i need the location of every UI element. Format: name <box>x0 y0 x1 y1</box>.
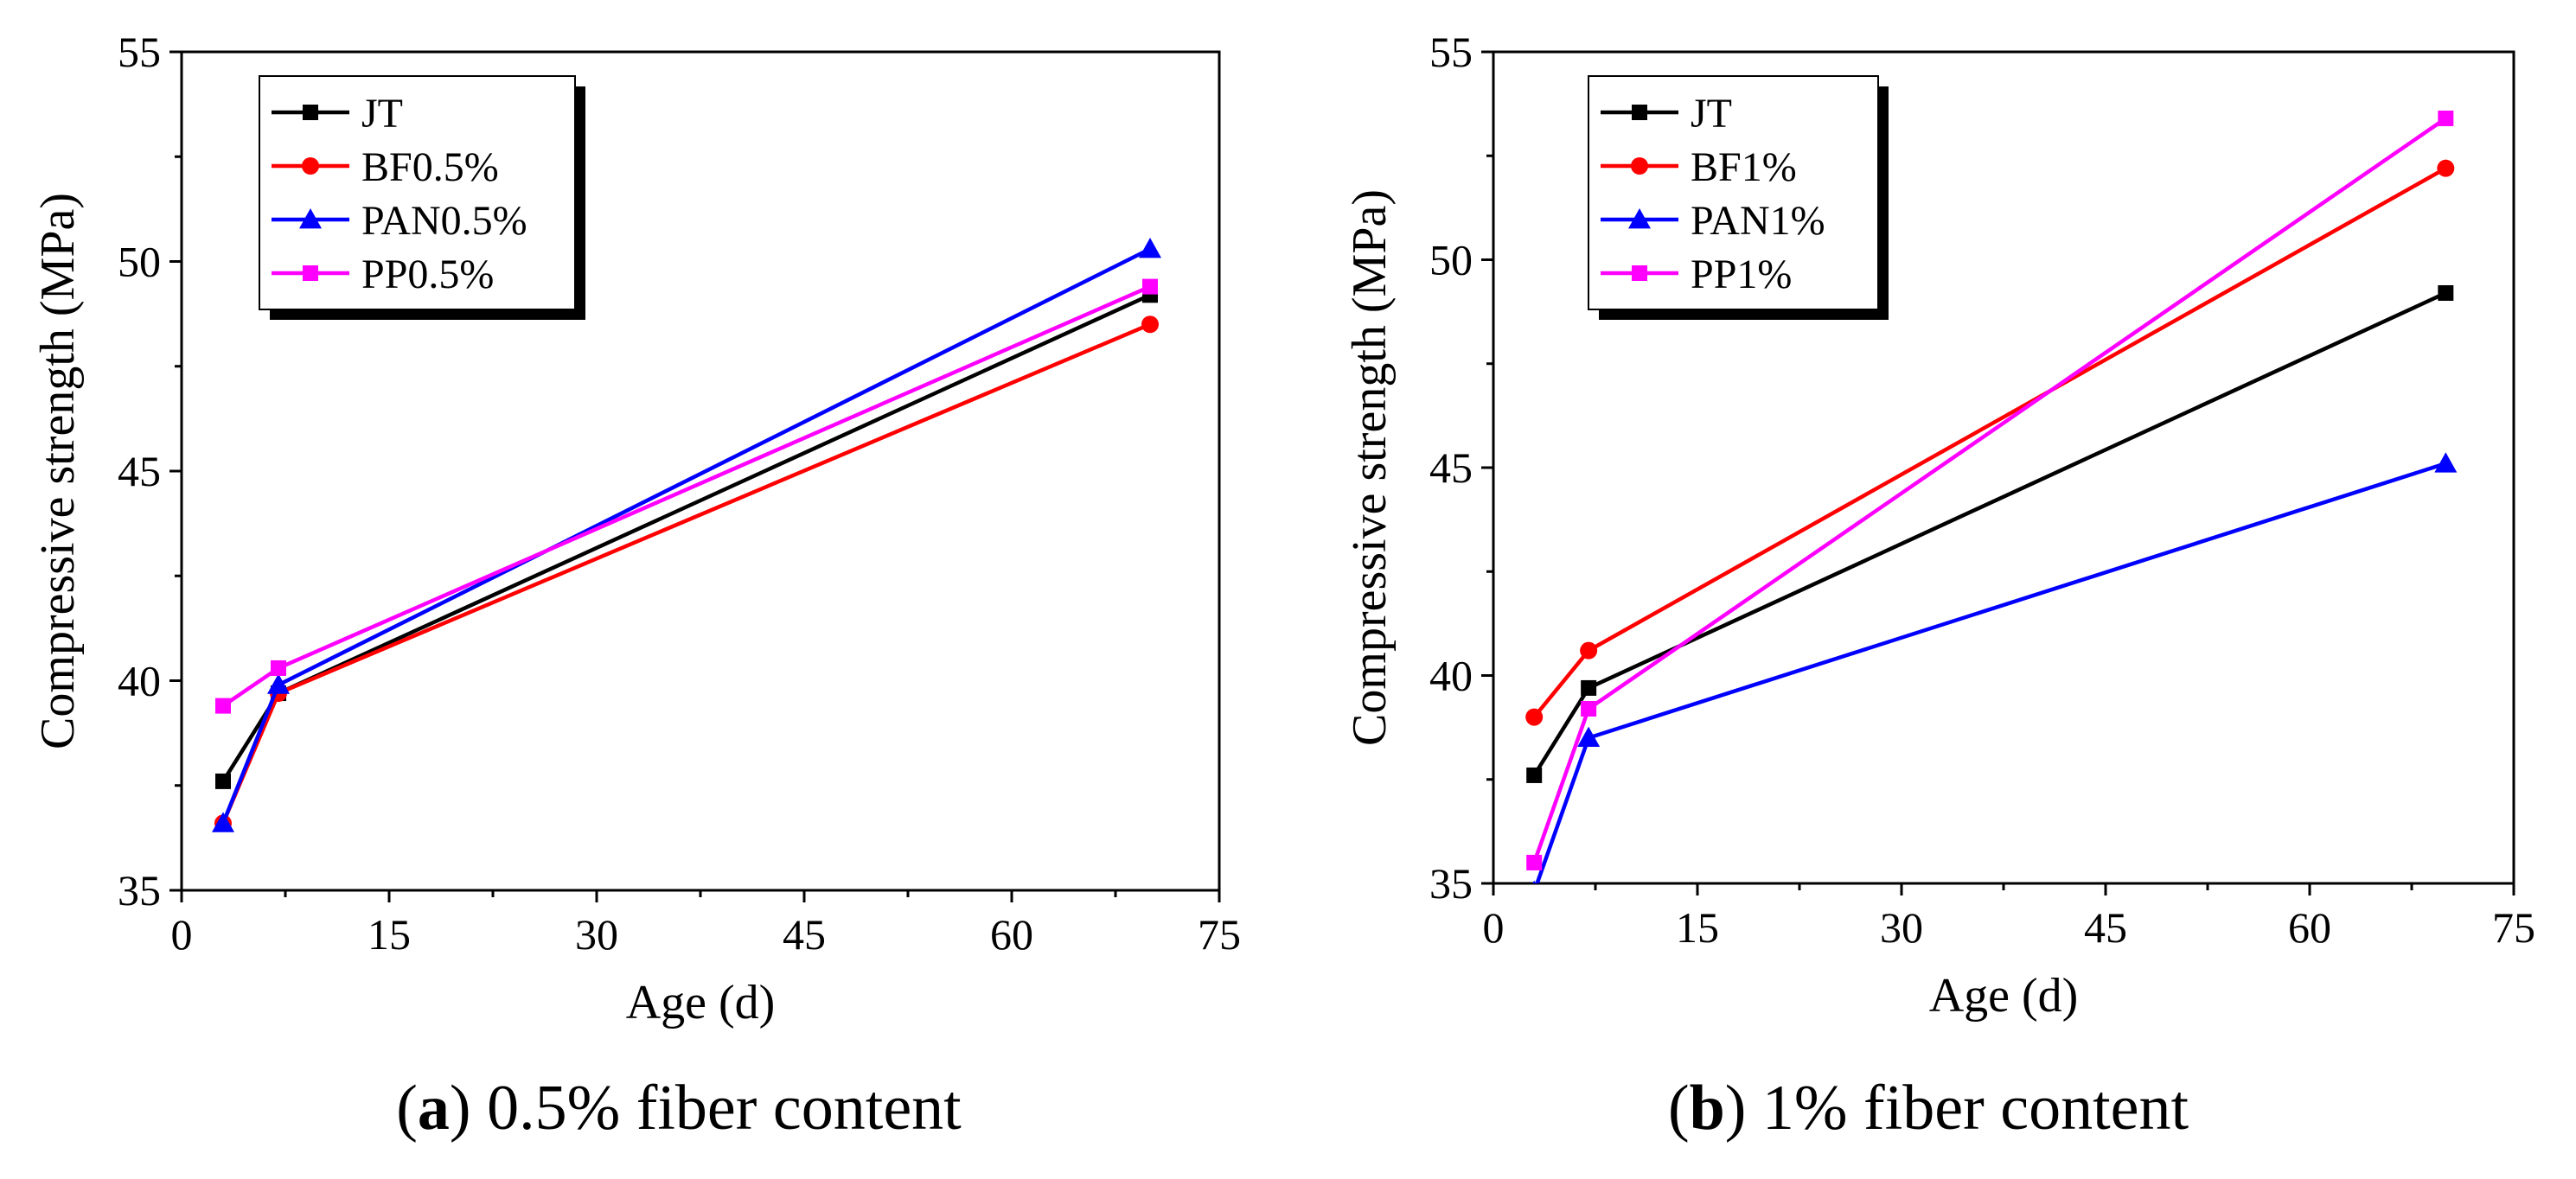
series-line-b-2 <box>1535 462 2447 883</box>
legend-marker-a-0 <box>303 105 318 120</box>
y-tick-label-b-2: 45 <box>1429 443 1473 492</box>
x-tick-label-a-4: 60 <box>990 910 1033 959</box>
y-tick-label-a-0: 35 <box>118 866 161 915</box>
y-tick-label-a-4: 55 <box>118 28 161 76</box>
series-point-b-3-1 <box>1581 700 1597 717</box>
legend-marker-b-1 <box>1631 157 1648 175</box>
x-tick-label-a-1: 15 <box>368 910 411 959</box>
x-tick-label-a-2: 30 <box>575 910 618 959</box>
series-point-b-3-2 <box>2438 110 2454 126</box>
chart-a-svg: 0 15 30 45 60 75 35 40 45 50 55 Age (d) Compressive … <box>31 28 1241 1029</box>
x-axis-label-b: Age (d) <box>1929 969 2079 1023</box>
caption-b-text: 1% fiber content <box>1761 1073 2189 1144</box>
x-tick-label-a-3: 45 <box>783 910 826 959</box>
y-tick-label-b-0: 35 <box>1429 859 1473 908</box>
x-axis-label-a: Age (d) <box>626 976 776 1029</box>
legend-label-b-0: JT <box>1691 91 1732 137</box>
x-tick-label-a-5: 75 <box>1198 910 1241 959</box>
x-tick-label-b-1: 15 <box>1676 903 1719 952</box>
panel-b: 0 15 30 45 60 75 35 40 45 50 55 Age (d) Compressive … <box>1288 0 2576 1179</box>
y-tick-label-b-4: 55 <box>1429 28 1473 76</box>
legend-marker-b-3 <box>1632 265 1647 281</box>
caption-a-text: 0.5% fiber content <box>487 1073 962 1144</box>
legend-label-b-1: BF1% <box>1691 144 1797 190</box>
plot-area-b <box>1525 110 2458 883</box>
y-tick-label-a-2: 45 <box>118 447 161 495</box>
y-tick-label-a-1: 40 <box>118 657 161 705</box>
panel-a: 0 15 30 45 60 75 35 40 45 50 55 Age (d) Compressive … <box>31 28 1241 1144</box>
legend-marker-a-3 <box>303 265 318 281</box>
y-tick-label-a-3: 50 <box>118 238 161 286</box>
series-point-a-3-0 <box>215 698 231 714</box>
series-point-a-1-2 <box>1141 315 1159 334</box>
series-point-a-0-0 <box>215 773 231 789</box>
y-axis-label-a: Compressive strength (MPa) <box>31 193 85 749</box>
series-point-a-3-2 <box>1142 278 1158 295</box>
y-axis-label-b: Compressive strength (MPa) <box>1343 189 1397 746</box>
series-point-b-0-0 <box>1526 767 1543 783</box>
legend-label-a-2: PAN0.5% <box>361 198 527 244</box>
legend-marker-a-1 <box>302 157 319 175</box>
x-tick-label-a-0: 0 <box>171 910 193 959</box>
legend-label-a-1: BF0.5% <box>361 144 499 190</box>
series-point-a-3-1 <box>271 660 286 676</box>
x-tick-label-b-4: 60 <box>2288 903 2331 952</box>
caption-a: (a) 0.5% fiber content <box>396 1073 962 1144</box>
plot-area-a <box>212 237 1161 832</box>
legend-marker-b-2 <box>1628 208 1651 229</box>
series-point-b-0-1 <box>1581 679 1597 696</box>
y-tick-label-b-3: 50 <box>1429 236 1473 284</box>
x-tick-label-b-2: 30 <box>1880 903 1923 952</box>
series-point-a-2-0 <box>212 812 234 832</box>
series-point-b-1-0 <box>1525 708 1544 726</box>
series-point-b-2-2 <box>2434 452 2458 473</box>
x-tick-label-b-0: 0 <box>1483 903 1505 952</box>
series-line-a-0 <box>221 293 1151 783</box>
caption-b-letter: b <box>1689 1073 1725 1144</box>
caption-b: (b) 1% fiber content <box>1667 1073 2189 1144</box>
x-tick-label-b-3: 45 <box>2084 903 2127 952</box>
series-line-a-2 <box>221 246 1152 825</box>
series-point-b-0-2 <box>2438 284 2454 301</box>
legend-label-a-3: PP0.5% <box>361 252 494 297</box>
x-tick-label-b-5: 75 <box>2492 903 2535 952</box>
series-line-b-0 <box>1532 290 2447 777</box>
series-point-b-1-2 <box>2437 159 2455 177</box>
legend-label-a-0: JT <box>361 91 403 137</box>
legend-label-b-2: PAN1% <box>1691 198 1825 244</box>
series-point-b-1-1 <box>1580 641 1598 660</box>
chart-b-svg: 0 15 30 45 60 75 35 40 45 50 55 Age (d) Compressive … <box>1343 28 2535 1023</box>
series-point-b-3-0 <box>1526 854 1543 870</box>
legend-label-b-3: PP1% <box>1691 252 1792 297</box>
legend-marker-b-0 <box>1632 105 1647 120</box>
series-line-a-1 <box>221 322 1151 825</box>
y-tick-label-b-1: 40 <box>1429 652 1473 700</box>
series-point-b-2-1 <box>1577 726 1601 748</box>
series-point-a-2-1 <box>267 673 290 694</box>
caption-a-letter: a <box>417 1073 450 1144</box>
series-point-a-2-2 <box>1139 237 1161 258</box>
legend-marker-a-2 <box>299 208 322 229</box>
series-point-b-2-0 <box>1532 880 1537 883</box>
